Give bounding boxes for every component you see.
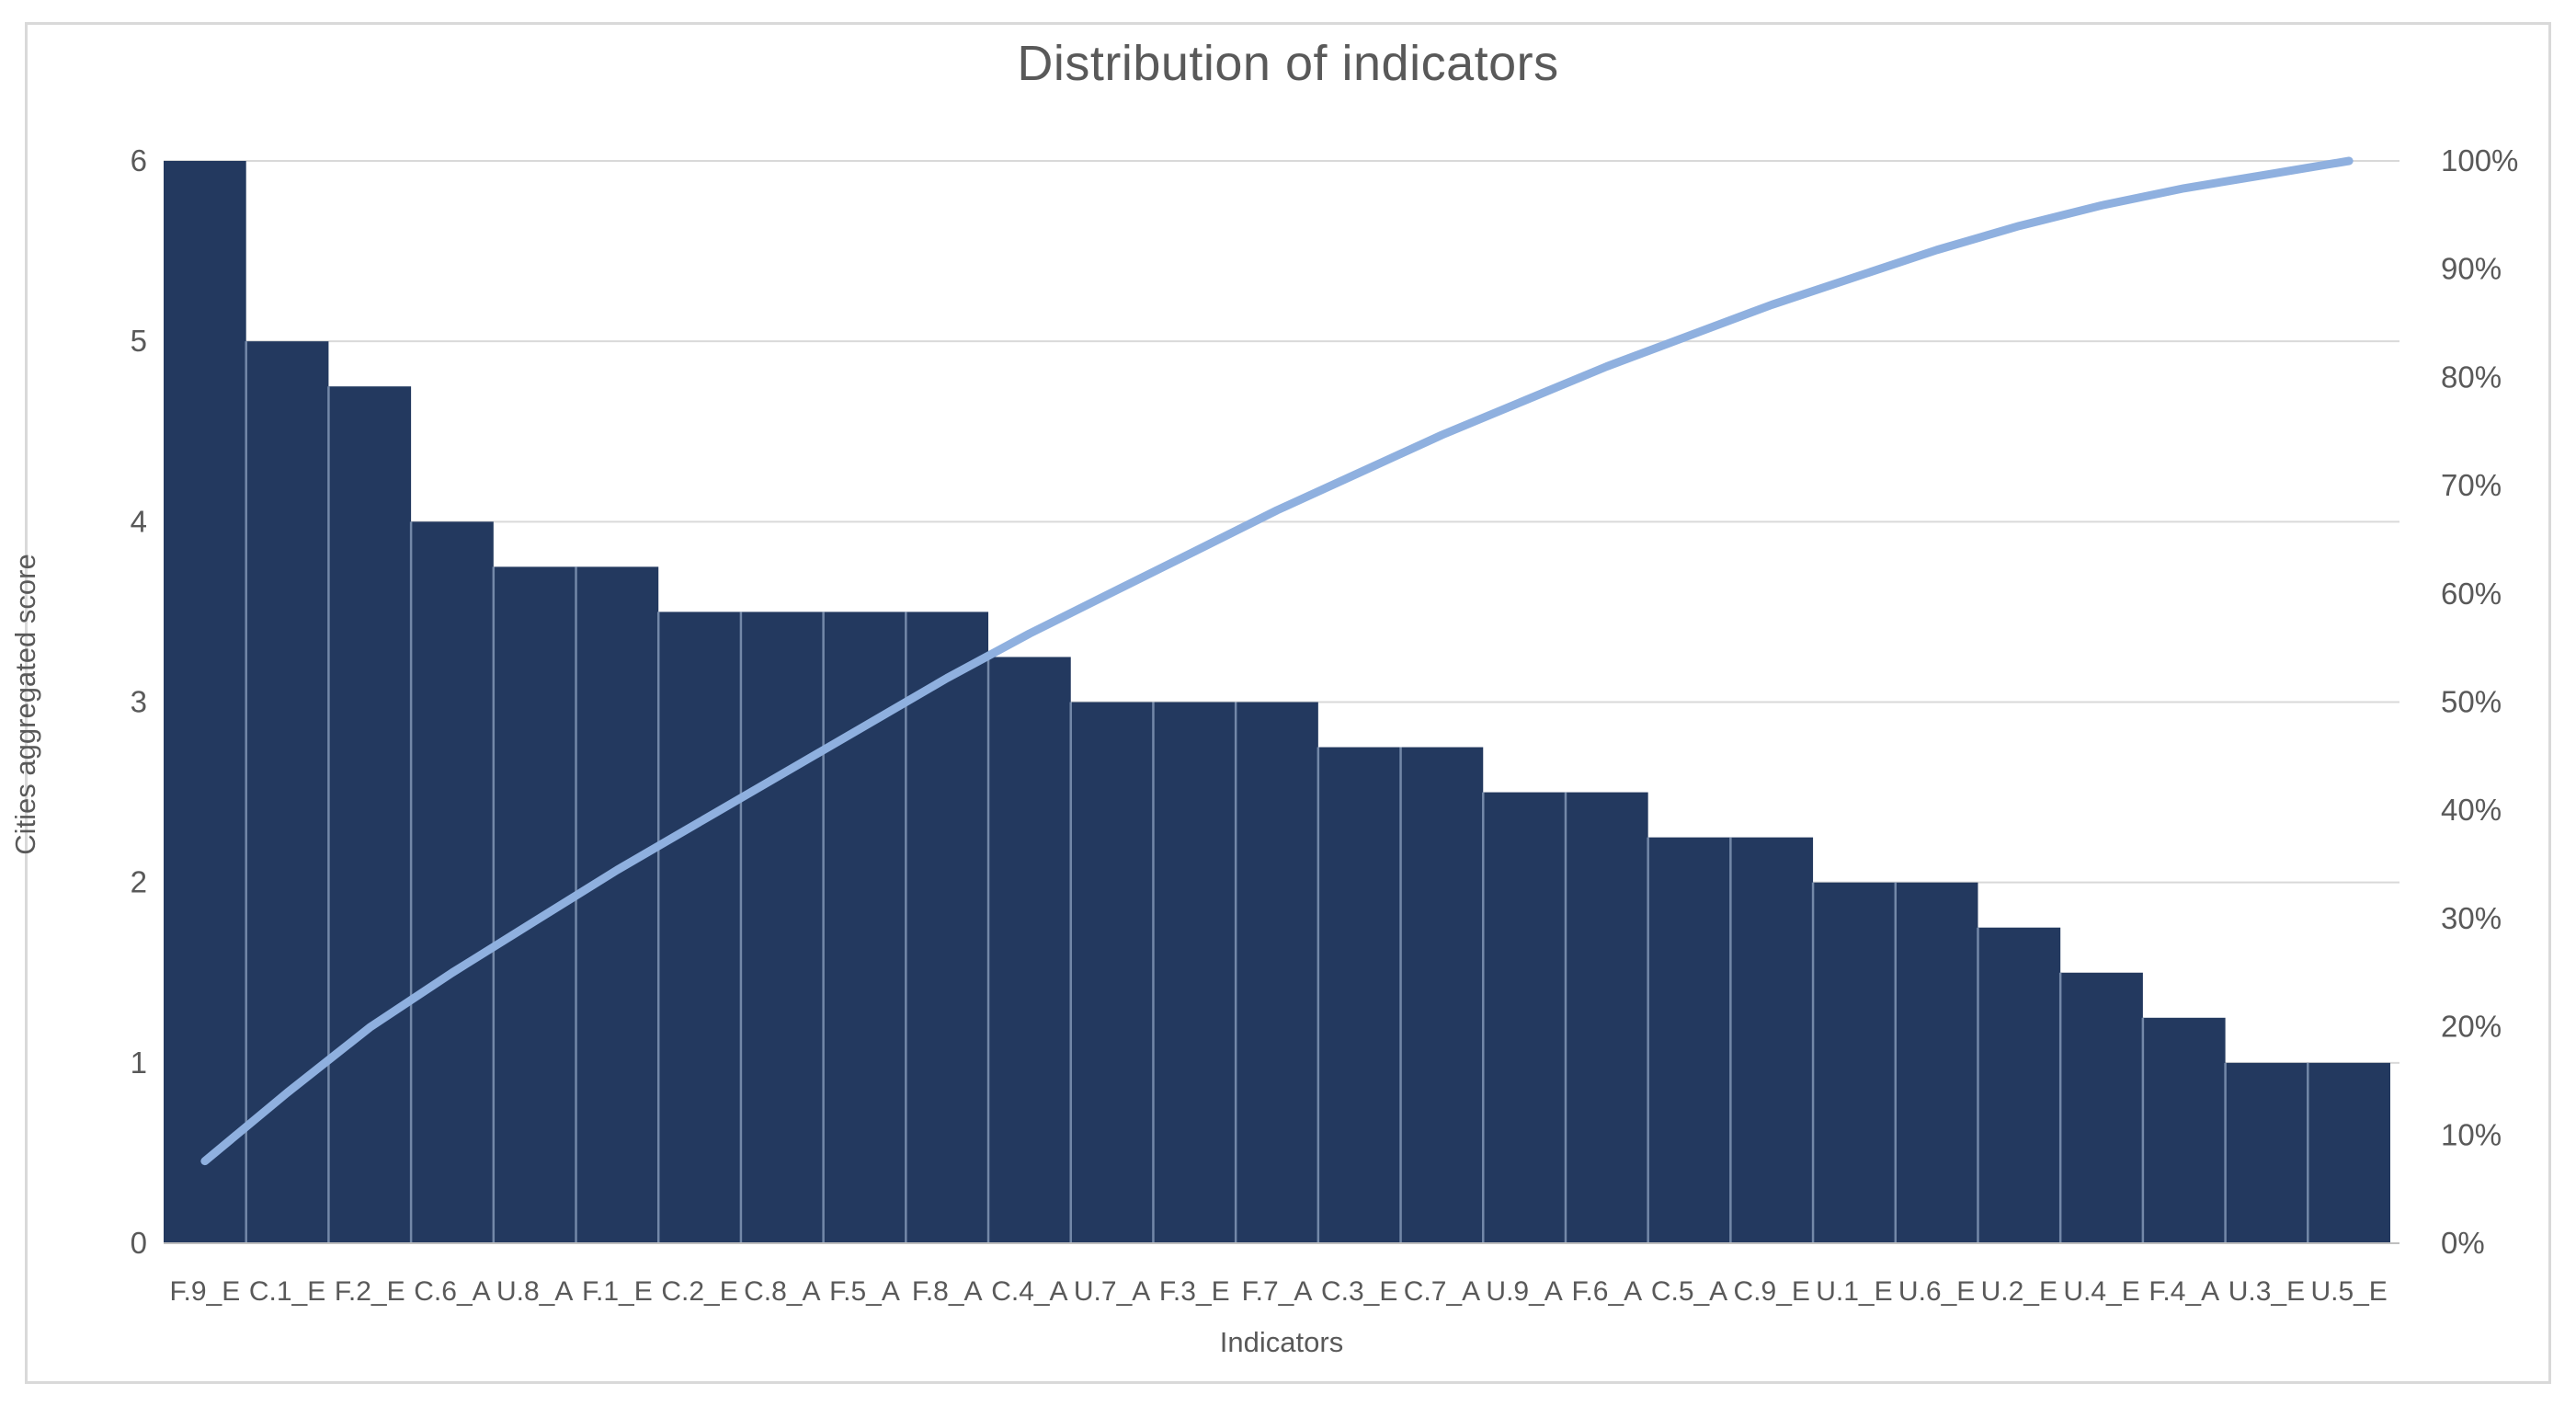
x-axis-label-C.4_A: C.4_A <box>991 1276 1067 1307</box>
x-axis-label-F.1_E: F.1_E <box>582 1276 653 1307</box>
right-axis-tick-30%: 30% <box>2441 901 2502 935</box>
chart-title: Distribution of indicators <box>1017 36 1559 91</box>
right-axis-tick-0%: 0% <box>2441 1226 2485 1260</box>
x-axis-label-U.2_E: U.2_E <box>1981 1276 2057 1307</box>
bar-F.6_A <box>1565 792 1648 1243</box>
x-axis-label-F.5_A: F.5_A <box>829 1276 900 1307</box>
bar-U.5_E <box>2308 1062 2390 1243</box>
right-axis-tick-40%: 40% <box>2441 793 2502 827</box>
y-axis-title: Cities aggregated score <box>9 554 41 855</box>
x-axis-label-U.4_E: U.4_E <box>2063 1276 2139 1307</box>
bar-F.3_E <box>1153 702 1237 1243</box>
bar-C.4_A <box>988 657 1071 1243</box>
x-axis-label-U.7_A: U.7_A <box>1074 1276 1150 1307</box>
x-axis-label-F.9_E: F.9_E <box>169 1276 240 1307</box>
bar-F.9_E <box>164 161 246 1243</box>
bar-F.4_A <box>2142 1017 2226 1243</box>
x-axis-label-U.5_E: U.5_E <box>2310 1276 2387 1307</box>
right-axis-tick-80%: 80% <box>2441 360 2502 394</box>
right-axis-tick-90%: 90% <box>2441 252 2502 286</box>
x-axis-label-C.1_E: C.1_E <box>249 1276 325 1307</box>
x-axis-label-C.5_A: C.5_A <box>1651 1276 1727 1307</box>
right-axis-tick-70%: 70% <box>2441 468 2502 502</box>
bar-F.1_E <box>576 566 659 1243</box>
x-axis-label-F.3_E: F.3_E <box>1159 1276 1230 1307</box>
bar-C.1_E <box>245 341 329 1244</box>
x-axis-label-U.1_E: U.1_E <box>1816 1276 1892 1307</box>
right-axis-tick-10%: 10% <box>2441 1117 2502 1151</box>
x-axis-label-U.8_A: U.8_A <box>496 1276 573 1307</box>
left-axis-tick-5: 5 <box>131 324 147 358</box>
bar-F.7_A <box>1236 702 1318 1243</box>
left-axis-tick-1: 1 <box>131 1046 147 1080</box>
bar-U.3_E <box>2225 1062 2308 1243</box>
left-axis-tick-6: 6 <box>131 143 147 177</box>
x-axis-label-C.8_A: C.8_A <box>744 1276 820 1307</box>
bar-U.9_A <box>1483 792 1566 1243</box>
x-axis-label-F.7_A: F.7_A <box>1242 1276 1313 1307</box>
left-axis-tick-4: 4 <box>131 504 147 538</box>
x-axis-label-F.4_A: F.4_A <box>2149 1276 2219 1307</box>
bar-C.7_A <box>1400 747 1484 1243</box>
right-axis-tick-50%: 50% <box>2441 685 2502 719</box>
x-axis-label-U.3_E: U.3_E <box>2228 1276 2305 1307</box>
bar-C.8_A <box>740 612 824 1243</box>
x-axis-label-C.9_E: C.9_E <box>1734 1276 1810 1307</box>
bar-F.8_A <box>906 612 989 1243</box>
bar-U.4_E <box>2060 972 2143 1243</box>
bar-U.1_E <box>1813 882 1896 1243</box>
bar-C.3_E <box>1317 747 1401 1243</box>
bar-C.2_E <box>658 612 741 1243</box>
x-axis-label-C.2_E: C.2_E <box>661 1276 737 1307</box>
bar-U.2_E <box>1978 927 2061 1243</box>
bar-U.7_A <box>1070 702 1154 1243</box>
x-axis-label-F.2_E: F.2_E <box>335 1276 405 1307</box>
right-axis-tick-100%: 100% <box>2441 143 2518 177</box>
bar-C.6_A <box>411 521 494 1243</box>
right-axis-tick-20%: 20% <box>2441 1010 2502 1044</box>
bar-F.2_E <box>328 386 412 1243</box>
bar-U.6_E <box>1895 882 1978 1243</box>
bar-C.5_A <box>1647 837 1731 1243</box>
x-axis-label-U.9_A: U.9_A <box>1486 1276 1562 1307</box>
bar-C.9_E <box>1730 837 1814 1243</box>
x-axis-title: Indicators <box>1219 1326 1344 1358</box>
bar-F.5_A <box>823 612 906 1243</box>
left-axis-tick-0: 0 <box>131 1226 147 1260</box>
x-axis-label-C.6_A: C.6_A <box>414 1276 490 1307</box>
x-axis-label-C.3_E: C.3_E <box>1321 1276 1397 1307</box>
x-axis-label-C.7_A: C.7_A <box>1404 1276 1480 1307</box>
right-axis-tick-60%: 60% <box>2441 577 2502 611</box>
cumulative-percentage-line <box>200 156 2354 1166</box>
left-axis-tick-3: 3 <box>131 685 147 719</box>
x-axis-label-U.6_E: U.6_E <box>1898 1276 1975 1307</box>
left-axis-tick-2: 2 <box>131 865 147 899</box>
x-axis-label-F.8_A: F.8_A <box>912 1276 983 1307</box>
x-axis-label-F.6_A: F.6_A <box>1571 1276 1642 1307</box>
